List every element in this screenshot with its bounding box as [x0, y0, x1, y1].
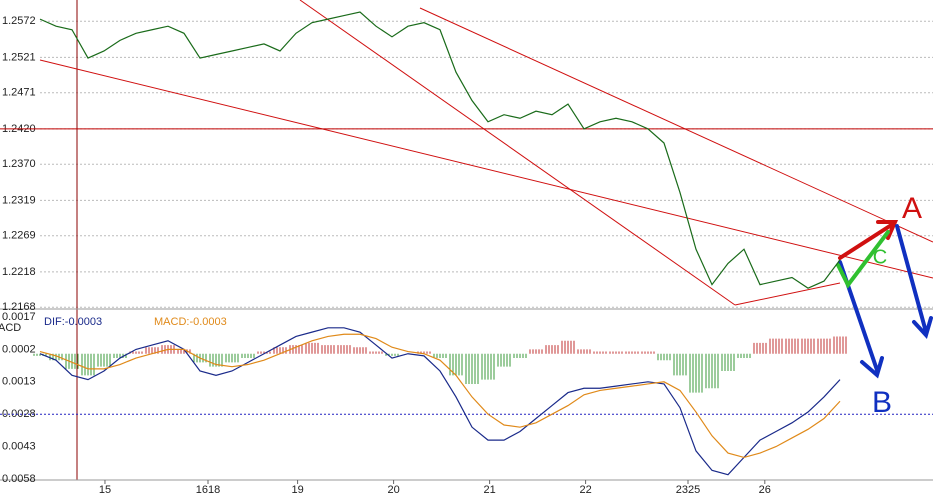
legend-entry: MACD:-0.0003: [154, 316, 227, 328]
hand-arrows: [836, 220, 933, 379]
annotation: C: [873, 246, 887, 268]
y-tick-label: 0.0017: [2, 311, 36, 323]
y-tick-label: 1.2269: [2, 230, 36, 242]
x-tick-label: 1618: [196, 484, 220, 496]
y-tick-label: 0.0028: [2, 408, 36, 420]
series-line: [39, 333, 841, 459]
x-tick-label: 26: [759, 484, 771, 496]
y-tick-label: 0.0013: [2, 376, 36, 388]
annotation: A: [902, 192, 922, 225]
y-tick-label: 1.2370: [2, 158, 36, 170]
y-tick-label: 0.0043: [2, 441, 36, 453]
y-tick-label: 1.2319: [2, 194, 36, 206]
x-tick-label: 22: [579, 484, 591, 496]
series-line: [39, 327, 841, 476]
x-tick-label: 21: [483, 484, 495, 496]
y-tick-label: 0.0002: [2, 343, 36, 355]
trend-lines: [39, 0, 933, 306]
y-axis-label: ACD: [0, 322, 21, 334]
x-tick-label: 2325: [676, 484, 700, 496]
y-tick-label: 1.2168: [2, 301, 36, 313]
x-tick-label: 15: [99, 484, 111, 496]
y-tick-label: 1.2218: [2, 266, 36, 278]
legend-entry: DIF:-0.0003: [44, 316, 102, 328]
annotation: B: [872, 386, 892, 419]
y-tick-label: 1.2471: [2, 87, 36, 99]
series-line: [39, 11, 841, 289]
x-tick-label: 19: [291, 484, 303, 496]
y-tick-label: 1.2572: [2, 15, 36, 27]
y-tick-label: 1.2521: [2, 51, 36, 63]
y-tick-label: 0.0058: [2, 473, 36, 485]
x-tick-label: 20: [387, 484, 399, 496]
